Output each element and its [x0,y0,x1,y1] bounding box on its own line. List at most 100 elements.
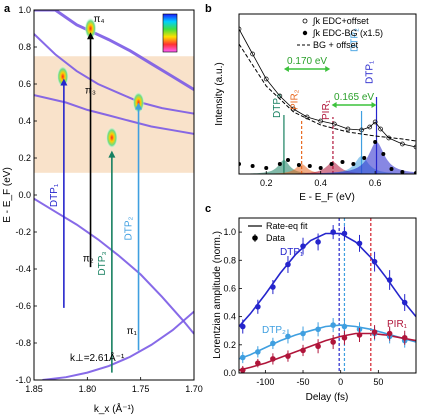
xtick-label-b: 0.4 [314,178,327,188]
series-edc-bg-point [389,167,394,171]
panel-c-legend: Rate-eq fit Data [248,221,308,243]
ytick-label-c: 0.0 [223,368,236,378]
band-3 [34,33,194,115]
series-edc-bg-point [318,166,323,170]
panel-a-annotation: k⊥=2.61Å⁻¹ [70,351,125,364]
data-point-series-1 [285,261,291,268]
legend-b-item-edc-bg: ∫k EDC-BG (x1.5) [312,28,383,38]
xtick-label-c: -50 [297,377,310,387]
ytick-label-a: -0.8 [15,338,31,348]
data-point-series-2 [300,330,306,337]
data-point-series-3 [239,367,246,373]
peak-fill-dtp3 [239,160,416,174]
data-point-series-1 [300,243,306,249]
series-edc-offset-point [359,127,364,133]
ytick-label-a: 0.6 [18,79,31,89]
ytick-label-a: 0.4 [18,116,31,126]
series-edc-bg-point [296,163,301,167]
xtick-label-c: 0 [338,377,343,387]
series-edc-offset-point [263,76,269,82]
legend-c-item-data: Data [266,233,285,243]
panel-b-legend: ∫k EDC+offset ∫k EDC-BG (x1.5) BG + offs… [297,16,383,50]
data-point-series-1 [239,323,246,330]
band-label-: π₃ [85,85,96,96]
panel-c-amplitudes: DTP₁ DTP₂ PIR₁ 0.0 0.2 0.4 0.6 0.8 1.0 -100 -50 0 5… [212,217,417,403]
series-edc-bg-point [373,140,378,144]
series-edc-offset-point [239,26,242,32]
band-1 [42,310,194,380]
data-point-series-3 [255,360,261,366]
panel-a-colorbar [162,13,178,53]
series-bg-offset-line [239,43,416,142]
data-point-series-3 [315,343,321,350]
data-point-series-2 [255,349,261,355]
data-point-series-2 [330,322,336,328]
xtick-label-a: 1.70 [185,384,203,394]
spectral-hotspot-1 [56,65,69,88]
band-4 [34,10,194,91]
series-edc-bg-point [250,164,255,168]
panel-b-ylabel: Intensity (a.u.) [214,62,225,125]
series-edc-bg-point [277,162,282,166]
series-edc-offset-point [345,126,351,132]
series-edc-offset-point [372,119,378,125]
band-label-: π₄ [94,14,105,25]
spectral-hotspot-2 [84,17,97,40]
fit-curve-3 [239,332,416,371]
legend-b-item-bg: BG + offset [313,40,359,50]
xtick-label-b: 0.2 [260,178,273,188]
band-4edge [34,94,194,135]
peak-label-pir2: PIR₂ [290,89,301,110]
xtick-label-b: 0.6 [369,178,382,188]
series-edc-offset-point [331,121,337,127]
ytick-label-a: -0.6 [15,301,31,311]
ytick-label-a: 0.0 [18,190,31,200]
series-edc-bg-point [362,156,367,160]
series-edc-bg-point [351,162,356,166]
panel-a-ylabel: E - E_F (eV) [2,167,13,223]
series-edc-bg-point [286,158,291,162]
band-label-: π₂ [83,254,94,265]
peak-fill-dtp1 [239,142,416,174]
data-point-series-1 [330,229,336,235]
ytick-label-c: 0.6 [223,283,236,293]
data-point-series-3 [300,347,306,354]
transition-arrow-dtp3 [108,150,116,373]
data-point-series-1 [356,240,363,247]
data-point-series-1 [386,277,393,283]
peak-label-dtp3: DTP₃ [272,94,283,118]
data-point-series-1 [371,258,378,265]
series-edc-bg-point [329,162,334,166]
data-point-series-1 [270,284,276,290]
panel-c-frame [238,217,417,374]
panel-c-ylabel: Lorentzian amplitude (norm.) [212,231,223,359]
panel-b-edc: 0.170 eV 0.165 eV DTP₃ PIR₂ PIR₁ DTP₂ DTP₁ 0.… [214,13,417,203]
data-point-series-1 [255,303,261,310]
peak-label-dtp2: DTP₂ [350,28,361,52]
series-label-3: PIR₁ [387,319,408,330]
gap-label-2: 0.165 eV [334,92,374,103]
ytick-label-c: 0.4 [223,312,236,322]
series-edc-offset-line [239,28,416,148]
series-edc-bg-point [307,164,312,168]
series-edc-offset-point [367,124,373,130]
panel-a-letter: a [4,3,11,15]
series-edc-bg-point [340,160,345,164]
data-point-series-3 [285,353,291,359]
gap-label-1: 0.170 eV [287,56,327,67]
peak-label-pir1: PIR₁ [321,99,332,120]
series-edc-offset-point [413,144,416,150]
band-2 [34,197,194,335]
series-edc-offset-point [400,141,405,147]
data-point-series-3 [341,334,348,341]
panel-a-xlabel: k_x (Å⁻¹) [94,402,134,415]
transition-arrow-dtp1 [60,78,68,308]
panel-b-frame [238,13,417,175]
transition-label-dtp3: DTP₃ [97,252,108,276]
series-edc-offset-point [250,51,255,57]
series-edc-bg-point [400,170,405,174]
ytick-label-a: -0.2 [15,227,31,237]
data-point-series-1 [341,230,348,237]
transition-label-dtp2: DTP₂ [124,216,135,240]
data-point-series-3 [371,329,378,335]
